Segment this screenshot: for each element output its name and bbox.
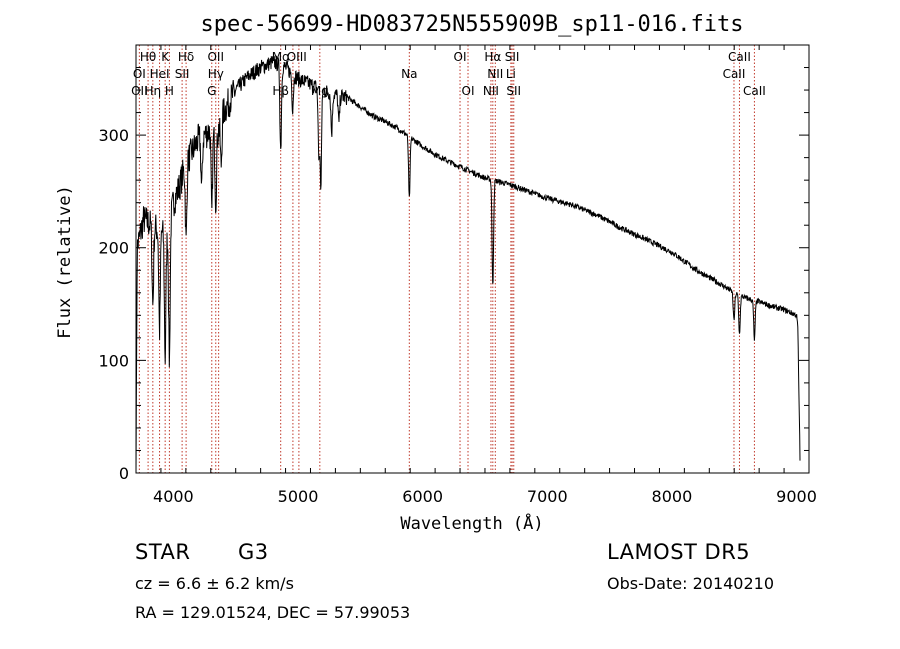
y-axis-label: Flux (relative) — [55, 185, 75, 339]
line-marker-label: SII — [506, 84, 521, 98]
x-tick-label: 5000 — [278, 487, 319, 506]
line-marker-label: CaII — [728, 50, 751, 64]
x-tick-label: 8000 — [652, 487, 693, 506]
x-axis-label: Wavelength (Å) — [400, 512, 543, 534]
line-marker-label: NII — [487, 67, 503, 81]
redshift-readout: cz = 6.6 ± 6.2 km/s — [135, 574, 294, 593]
observation-date: Obs-Date: 20140210 — [607, 574, 775, 593]
spectrum-line — [135, 55, 801, 474]
line-marker-label: SII — [175, 67, 190, 81]
line-marker-label: OII — [207, 50, 224, 64]
line-marker-label: Li — [506, 67, 516, 81]
line-marker-label: Hα — [484, 50, 501, 64]
x-tick-label: 9000 — [776, 487, 817, 506]
object-subclass: G3 — [238, 540, 269, 564]
line-marker-label: CaII — [723, 67, 746, 81]
line-marker-label: OI — [133, 67, 146, 81]
plot-frame — [135, 44, 810, 474]
line-marker-label: HeI — [150, 67, 170, 81]
x-tick-label: 7000 — [527, 487, 568, 506]
line-marker-label: Hθ — [140, 50, 156, 64]
coordinates-readout: RA = 129.01524, DEC = 57.99053 — [135, 603, 411, 622]
y-tick-label: 300 — [98, 126, 129, 145]
line-marker-label: Hβ — [272, 84, 289, 98]
y-tick-label: 200 — [98, 239, 129, 258]
line-marker-label: Hη — [145, 84, 162, 98]
line-marker-label: CaII — [743, 84, 766, 98]
y-tick-label: 0 — [119, 464, 129, 483]
line-marker-label: Hδ — [178, 50, 194, 64]
line-marker-label: Na — [401, 67, 417, 81]
axis-ticks: 4000 5000 6000 7000 8000 9000 0 100 200 300 — [98, 44, 817, 506]
line-marker-label: OI — [462, 84, 475, 98]
y-tick-label: 100 — [98, 351, 129, 370]
x-tick-label: 6000 — [402, 487, 443, 506]
x-tick-label: 4000 — [153, 487, 194, 506]
line-marker-label: OII — [131, 84, 148, 98]
line-marker-label: Hγ — [208, 67, 224, 81]
line-marker-label: NII — [483, 84, 499, 98]
line-marker-label: SII — [505, 50, 520, 64]
spectrum — [135, 55, 801, 474]
line-marker-label: K — [161, 50, 170, 64]
line-marker-label: OIII — [287, 50, 307, 64]
line-marker-label: H — [165, 84, 174, 98]
survey-name: LAMOST DR5 — [607, 540, 751, 564]
object-class: STAR — [135, 540, 191, 564]
chart-title: spec-56699-HD083725N555909B_sp11-016.fit… — [200, 12, 743, 37]
line-marker-label: G — [207, 84, 216, 98]
line-marker-label: OI — [454, 50, 467, 64]
